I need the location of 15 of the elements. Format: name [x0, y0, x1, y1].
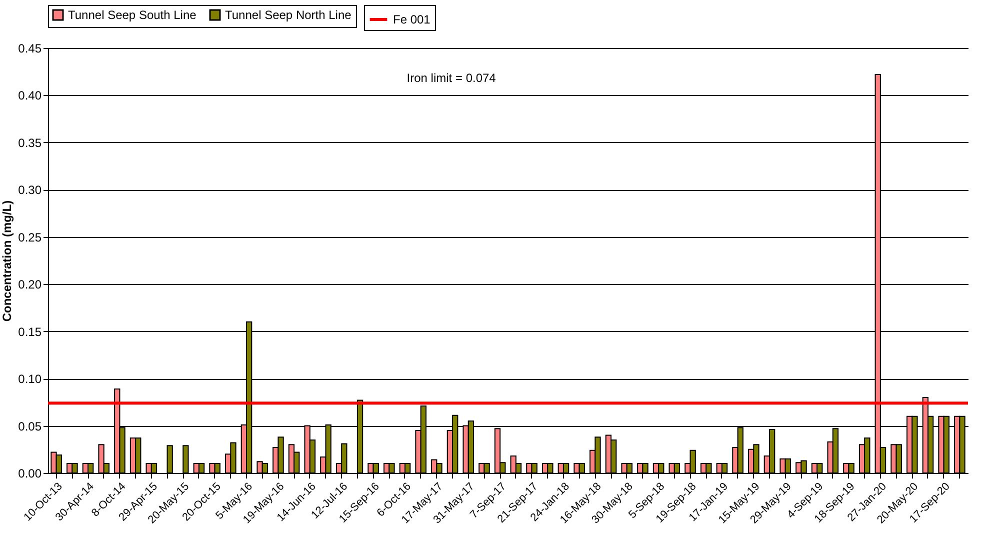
y-tick-label: 0.20: [18, 278, 42, 292]
y-tick-label: 0.35: [18, 136, 42, 150]
y-tick-label: 0.25: [18, 230, 42, 244]
y-tick-label: 0.30: [18, 183, 42, 198]
legend-label: Tunnel Seep North Line: [225, 8, 352, 22]
legend-label: Tunnel Seep South Line: [68, 8, 197, 22]
y-tick-label: 0.45: [18, 42, 42, 56]
y-tick-label: 0.15: [18, 324, 42, 339]
y-tick-label: 0.40: [18, 88, 42, 103]
legend-label: Fe 001: [393, 12, 431, 26]
y-tick-label: 0.10: [18, 372, 42, 386]
annotation: Iron limit = 0.074: [406, 71, 496, 85]
y-tick-label: 0.00: [18, 466, 42, 480]
y-axis-title: Concentration (mg/L): [0, 200, 14, 322]
y-tick-label: 0.05: [18, 419, 42, 434]
